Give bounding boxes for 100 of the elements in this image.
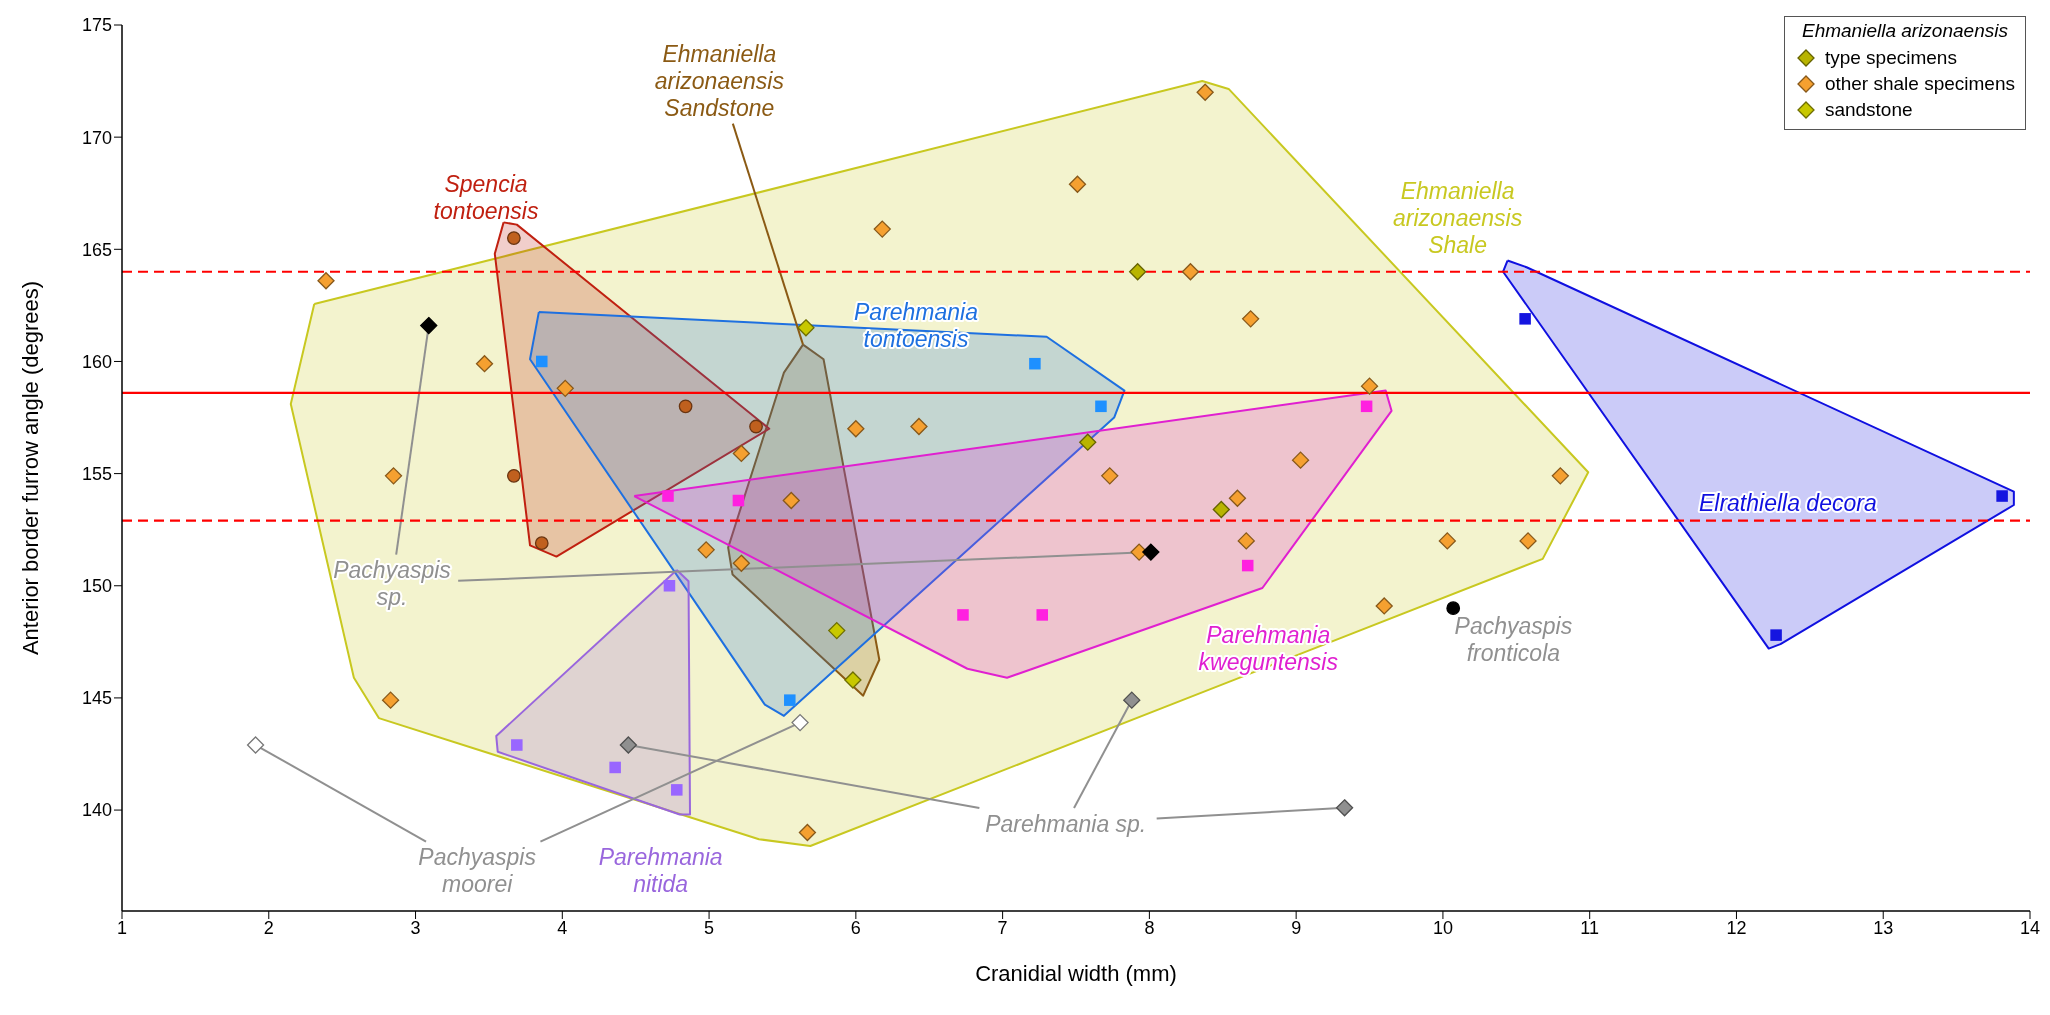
point — [1101, 467, 1119, 485]
point — [1212, 500, 1230, 519]
annotation: Pachyaspis sp. — [333, 557, 452, 611]
point — [791, 713, 809, 732]
point — [1128, 263, 1147, 281]
point — [1375, 597, 1393, 615]
point — [671, 784, 683, 796]
x-axis-title: Cranidial width (mm) — [975, 961, 1177, 986]
point — [609, 761, 621, 774]
point — [732, 494, 745, 507]
annotation: Spencia tontoensis — [433, 171, 539, 225]
point — [1360, 400, 1373, 413]
point — [1123, 691, 1141, 709]
point — [1181, 263, 1200, 281]
point — [1196, 83, 1214, 101]
point — [1036, 609, 1048, 621]
point — [1241, 559, 1254, 572]
point — [782, 491, 800, 510]
legend-label: type specimens — [1824, 47, 1957, 69]
point — [1142, 543, 1160, 561]
point — [536, 355, 548, 368]
x-tick-label: 3 — [410, 917, 421, 938]
x-tick-label: 13 — [1873, 917, 1894, 938]
annotation: Ehmaniella arizonaensis Shale — [1393, 177, 1523, 258]
point — [732, 444, 751, 463]
point — [506, 468, 521, 483]
point — [1095, 400, 1107, 413]
point — [678, 399, 693, 414]
point — [847, 420, 865, 438]
point — [844, 671, 862, 689]
y-tick-label: 165 — [81, 239, 112, 260]
point — [381, 691, 400, 709]
point — [797, 319, 815, 337]
annotation: Parehmania nitida — [598, 844, 723, 898]
point — [1519, 313, 1531, 325]
y-tick-label: 160 — [81, 351, 112, 372]
point — [1291, 451, 1310, 469]
point — [1360, 377, 1379, 395]
point — [873, 220, 891, 238]
point — [1029, 357, 1041, 370]
point — [1551, 467, 1569, 485]
point — [798, 823, 817, 842]
legend-label: other shale specimens — [1824, 73, 2015, 95]
x-tick-label: 5 — [704, 917, 715, 938]
x-tick-label: 9 — [1291, 917, 1302, 938]
y-tick-label: 175 — [81, 15, 112, 36]
point — [420, 316, 438, 335]
point — [749, 419, 763, 434]
x-tick-label: 8 — [1144, 917, 1155, 938]
point — [1228, 489, 1247, 507]
x-tick-label: 7 — [997, 917, 1008, 938]
point — [1438, 532, 1456, 550]
annotation: Ehmaniella arizonaensis Sandstone — [654, 41, 785, 122]
y-tick-label: 155 — [81, 464, 112, 484]
point — [246, 736, 265, 754]
annotation: Pachyaspis fronticola — [1454, 613, 1573, 667]
annotation: Parehmania tontoensis — [854, 299, 979, 353]
x-tick-label: 10 — [1432, 917, 1453, 938]
point — [957, 609, 969, 621]
legend-title: Ehmaniella arizonaensis — [1800, 20, 2009, 42]
point — [697, 541, 715, 559]
point — [784, 694, 796, 706]
point — [384, 467, 403, 485]
x-tick-label: 4 — [557, 917, 568, 938]
annotation: Parehmania sp. — [985, 810, 1147, 837]
point — [663, 580, 676, 592]
x-tick-label: 2 — [263, 917, 274, 938]
point — [1770, 629, 1782, 641]
point — [1237, 532, 1255, 550]
y-tick-label: 170 — [81, 127, 112, 148]
y-tick-label: 145 — [81, 688, 112, 709]
point — [511, 739, 523, 751]
point — [1446, 601, 1461, 616]
annotation: Pachyaspis moorei — [418, 844, 537, 898]
y-axis-title: Anterior border furrow angle (degrees) — [17, 280, 43, 656]
point — [1079, 433, 1097, 451]
point — [828, 621, 846, 640]
point — [556, 379, 574, 398]
point — [619, 736, 637, 754]
point — [534, 536, 549, 551]
point — [1068, 175, 1087, 193]
point — [1335, 799, 1354, 817]
y-tick-label: 150 — [81, 576, 112, 597]
point — [662, 490, 674, 502]
point — [317, 272, 335, 290]
point — [475, 355, 494, 373]
point — [1242, 310, 1260, 328]
point — [910, 417, 928, 436]
y-tick-label: 140 — [81, 800, 112, 821]
point — [732, 554, 751, 572]
x-tick-label: 11 — [1580, 917, 1600, 938]
point — [1996, 490, 2008, 502]
x-tick-label: 1 — [116, 917, 128, 938]
legend-label: sandstone — [1824, 99, 1913, 121]
point — [506, 231, 521, 245]
x-tick-label: 6 — [850, 917, 861, 938]
x-tick-label: 14 — [2019, 917, 2041, 938]
point — [1519, 532, 1537, 550]
annotation: Elrathiella decora — [1698, 489, 1877, 516]
x-tick-label: 12 — [1726, 917, 1747, 938]
